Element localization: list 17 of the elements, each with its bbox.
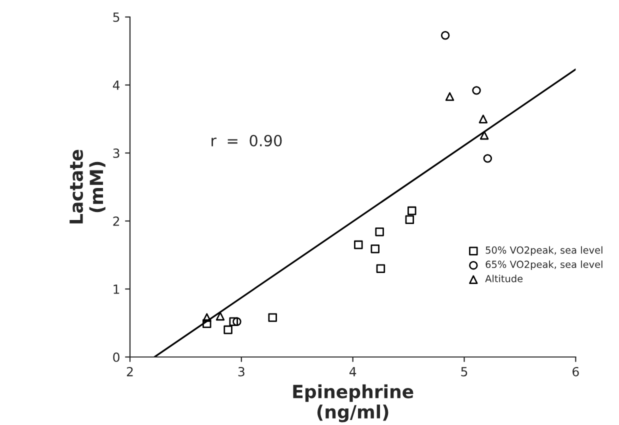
annotation: r = 0.90 [212,134,282,146]
y-tick-label: 1 [114,284,120,294]
x-tick-label: 3 [238,366,244,376]
y-tick-label: 0 [113,352,120,362]
legend-label: 50% VO2peak, sea level [486,246,602,256]
x-tick-label: 5 [461,367,468,376]
legend-label: 65% VO2peak, sea level [486,260,602,270]
x-tick-label: 4 [349,367,356,376]
y-tick-label: 4 [112,80,120,90]
y-tick-label: 3 [113,148,120,158]
y-tick-label: 2 [113,216,120,226]
x-axis-title: Epinephrine (ng/ml) [293,384,414,422]
x-tick-label: 2 [126,366,133,376]
x-tick-label: 6 [572,366,579,376]
y-axis-title: Lactate (mM) [70,150,106,224]
legend-label: Altitude [485,274,523,282]
y-tick-label: 5 [113,12,120,22]
